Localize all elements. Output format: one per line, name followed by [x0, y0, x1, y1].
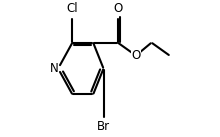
- Text: Br: Br: [97, 120, 110, 133]
- Text: Cl: Cl: [67, 2, 78, 15]
- Text: O: O: [113, 2, 122, 15]
- Text: N: N: [49, 62, 58, 75]
- Text: O: O: [131, 49, 141, 62]
